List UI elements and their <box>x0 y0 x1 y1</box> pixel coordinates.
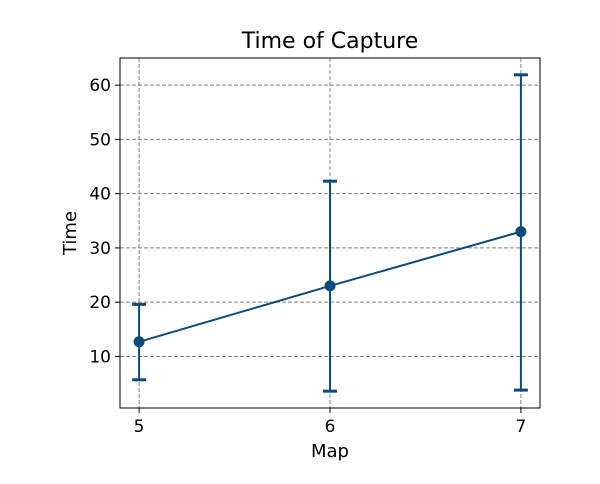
x-tick-label: 5 <box>134 417 145 437</box>
axes: 5 6 7 10 20 30 40 50 60 <box>89 76 526 437</box>
data-point <box>515 226 527 238</box>
x-tick-label: 7 <box>515 417 526 437</box>
y-tick-label: 50 <box>89 130 111 150</box>
data-point <box>324 280 336 292</box>
data-point <box>133 336 145 348</box>
plot-area <box>132 73 528 393</box>
y-tick-label: 60 <box>89 76 111 96</box>
x-tick-label: 6 <box>325 417 336 437</box>
y-tick-label: 40 <box>89 185 111 205</box>
y-tick-label: 30 <box>89 239 111 259</box>
chart-title: Time of Capture <box>241 29 419 54</box>
x-axis-label: Map <box>311 441 349 462</box>
y-axis-label: Time <box>60 211 81 256</box>
y-tick-label: 10 <box>89 347 111 367</box>
y-tick-label: 20 <box>89 293 111 313</box>
